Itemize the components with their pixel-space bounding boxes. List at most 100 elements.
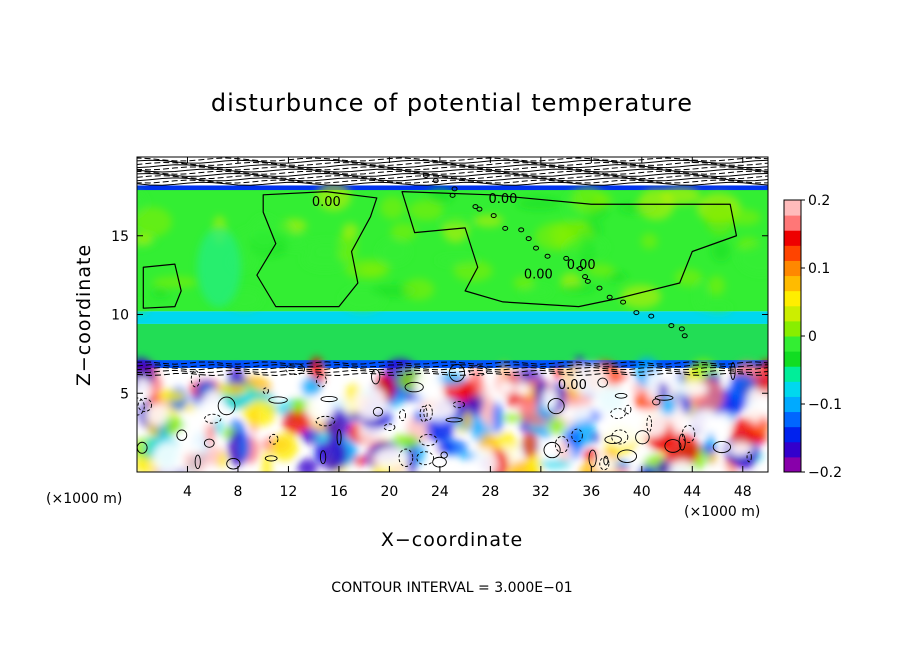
lower-white xyxy=(676,381,709,397)
lower-blob xyxy=(462,410,472,430)
contour-line xyxy=(137,369,768,374)
upper-patch xyxy=(197,227,242,308)
upper-blob xyxy=(342,223,359,239)
lower-white xyxy=(137,377,151,400)
colorbar-swatch xyxy=(784,260,801,277)
lower-blob xyxy=(352,455,368,466)
upper-blob xyxy=(340,286,385,312)
upper-blob xyxy=(695,279,708,310)
colorbar-swatch xyxy=(784,290,801,307)
x-tick-label: 4 xyxy=(183,484,192,500)
lower-white xyxy=(669,459,695,472)
upper-blob xyxy=(316,181,352,211)
field-layer-inversion xyxy=(137,360,768,369)
contour-loop xyxy=(176,429,188,441)
lower-blob xyxy=(583,448,598,463)
contour-loop xyxy=(204,413,222,424)
upper-blob xyxy=(137,233,153,246)
lower-blob xyxy=(709,464,732,472)
contour-loop xyxy=(264,455,278,462)
contour-line xyxy=(137,166,768,171)
colorbar-label: 0 xyxy=(808,329,817,345)
upper-variation xyxy=(137,181,768,315)
colorbar-swatch xyxy=(784,275,801,292)
lower-white xyxy=(729,441,753,456)
contour-loop xyxy=(268,433,279,445)
upper-blob xyxy=(137,300,148,315)
contour-loop xyxy=(610,408,626,419)
contour-loop xyxy=(596,285,603,291)
contour-loop xyxy=(404,381,424,393)
lower-blob xyxy=(357,427,388,441)
contour-loop xyxy=(468,365,488,377)
upper-blob xyxy=(572,220,589,230)
contour-loop xyxy=(398,448,414,467)
contour-line xyxy=(401,191,738,308)
contour-loop xyxy=(422,172,429,178)
lower-white xyxy=(591,384,628,417)
contour-loop xyxy=(614,392,628,399)
lower-blob xyxy=(522,432,538,459)
lower-white xyxy=(177,427,206,454)
contour-loop xyxy=(476,206,483,212)
colorbar-swatch xyxy=(784,245,801,261)
colorbar-label: 0.1 xyxy=(808,261,830,277)
upper-blob xyxy=(137,207,172,237)
upper-blob xyxy=(704,303,732,313)
contour-loop xyxy=(533,245,540,251)
lower-blob xyxy=(414,410,426,423)
contour-loop xyxy=(268,396,288,404)
contour-line xyxy=(137,175,768,180)
contour-line xyxy=(137,366,768,371)
upper-blob xyxy=(564,236,608,259)
lower-blob xyxy=(290,398,305,414)
colorbar-swatch xyxy=(784,411,801,428)
lower-white xyxy=(571,363,607,395)
upper-blob xyxy=(706,205,734,235)
upper-blob xyxy=(306,239,345,255)
contour-line xyxy=(137,181,768,186)
x-tick-label: 20 xyxy=(380,484,398,500)
contour-loop xyxy=(449,192,456,198)
upper-blob xyxy=(519,286,553,298)
field-layer-blue xyxy=(137,311,768,324)
upper-blob xyxy=(344,258,391,280)
field-layer-mid xyxy=(137,323,768,362)
lower-white xyxy=(305,398,335,422)
contour-loop xyxy=(620,299,627,305)
lower-white xyxy=(605,413,640,446)
lower-white xyxy=(373,447,409,469)
upper-blob xyxy=(728,209,761,226)
lower-blob xyxy=(183,448,208,472)
contour-loop xyxy=(383,423,396,431)
colorbar-swatch xyxy=(784,230,801,246)
x-tick-label: 12 xyxy=(280,484,298,500)
lower-white xyxy=(500,380,516,395)
contour-loop xyxy=(448,364,466,382)
x-axis-unit: (×1000 m) xyxy=(684,504,760,520)
contour-loop xyxy=(336,429,342,446)
lower-blob xyxy=(319,437,348,472)
upper-blob xyxy=(561,284,596,293)
contour-line xyxy=(142,263,182,309)
contour-loop xyxy=(419,433,438,447)
lower-white xyxy=(595,456,616,472)
colorbar-swatch xyxy=(784,366,801,382)
upper-blob xyxy=(278,220,294,247)
x-tick-label: 36 xyxy=(582,484,600,500)
contour-loop xyxy=(316,374,327,388)
contour-line xyxy=(137,179,768,184)
contour-loop xyxy=(440,451,448,459)
contour-loop xyxy=(563,255,570,261)
contour-labels: 0.00 0.00 0.00 0.00 0.00 xyxy=(312,192,596,393)
lower-white xyxy=(560,405,593,422)
contour-loop xyxy=(584,278,591,284)
contour-line xyxy=(137,177,768,182)
upper-blob xyxy=(380,196,405,220)
upper-blob xyxy=(437,218,477,227)
contour-line xyxy=(256,191,378,308)
colorbar-swatch xyxy=(784,200,801,216)
lower-blob xyxy=(238,432,251,462)
colorbar-swatch xyxy=(784,305,801,322)
contour-loop xyxy=(518,227,525,233)
